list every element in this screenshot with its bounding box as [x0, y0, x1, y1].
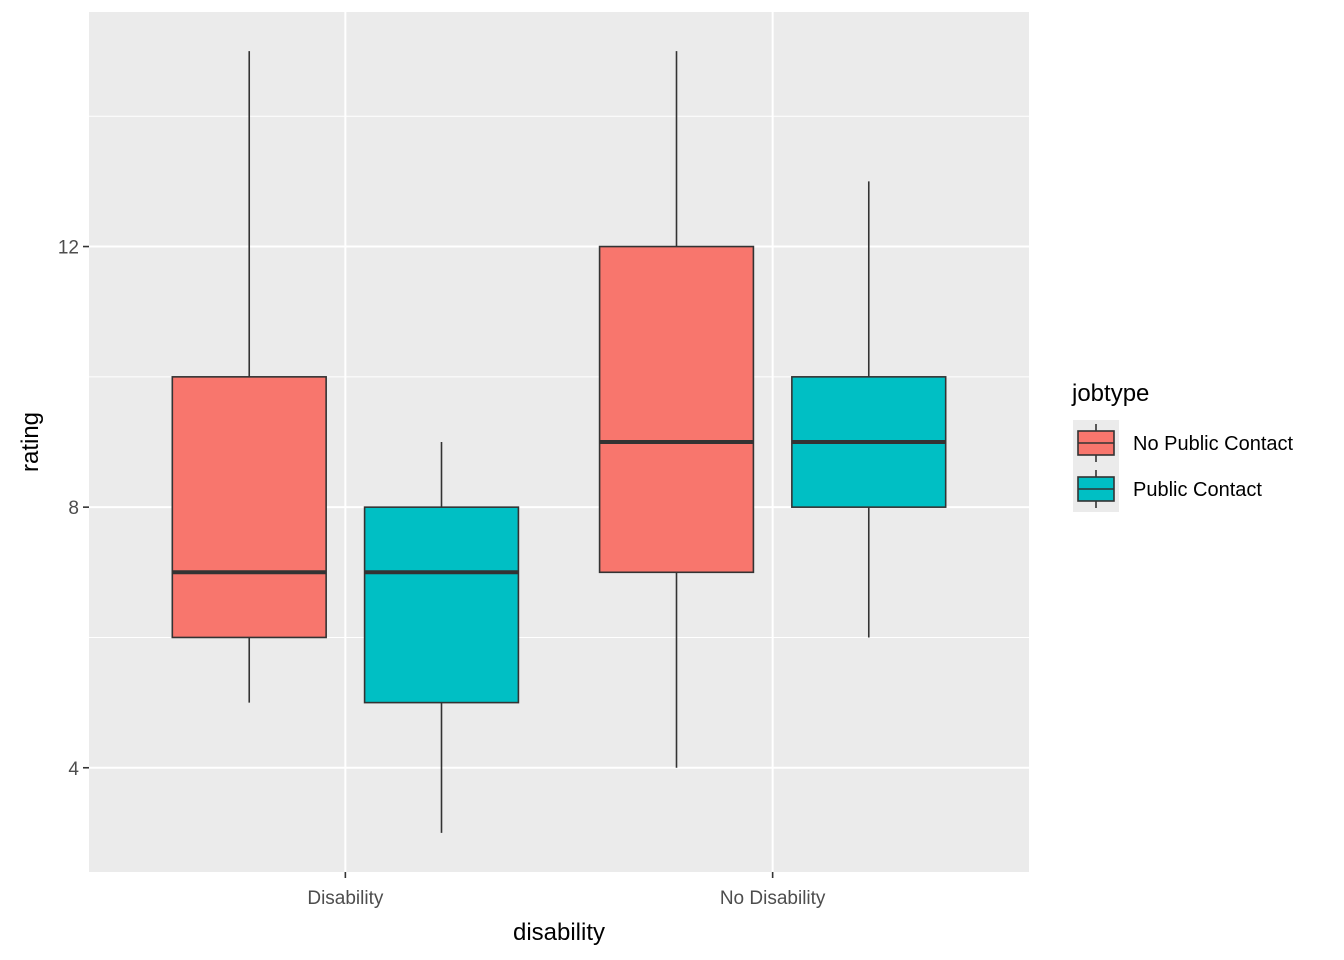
box-public-contact-no-disability [791, 181, 947, 638]
x-axis-title: disability [513, 919, 605, 946]
y-tick-label: 4 [68, 759, 79, 780]
box-iqr [171, 376, 327, 639]
y-axis-title: rating [17, 412, 44, 472]
x-axis: Disability No Disability [307, 872, 826, 909]
legend-label: No Public Contact [1133, 433, 1294, 455]
legend-label: Public Contact [1133, 479, 1262, 501]
x-tick-label: Disability [307, 888, 384, 909]
box-public-contact-disability [363, 442, 520, 833]
box-iqr [598, 245, 755, 574]
y-tick-label: 8 [68, 498, 79, 519]
legend-key-public-contact [1073, 466, 1119, 512]
box-no-public-contact-disability [171, 51, 327, 703]
box-no-public-contact-no-disability [598, 51, 755, 768]
boxes [171, 51, 947, 833]
x-tick-label: No Disability [720, 888, 826, 909]
legend-key-no-public-contact [1073, 420, 1119, 466]
legend: jobtype No Public Contact Public Contact [1071, 380, 1294, 512]
y-tick-label: 12 [58, 238, 79, 259]
legend-title: jobtype [1071, 380, 1149, 407]
y-axis: 4 8 12 [58, 238, 89, 780]
box-iqr [363, 506, 520, 704]
